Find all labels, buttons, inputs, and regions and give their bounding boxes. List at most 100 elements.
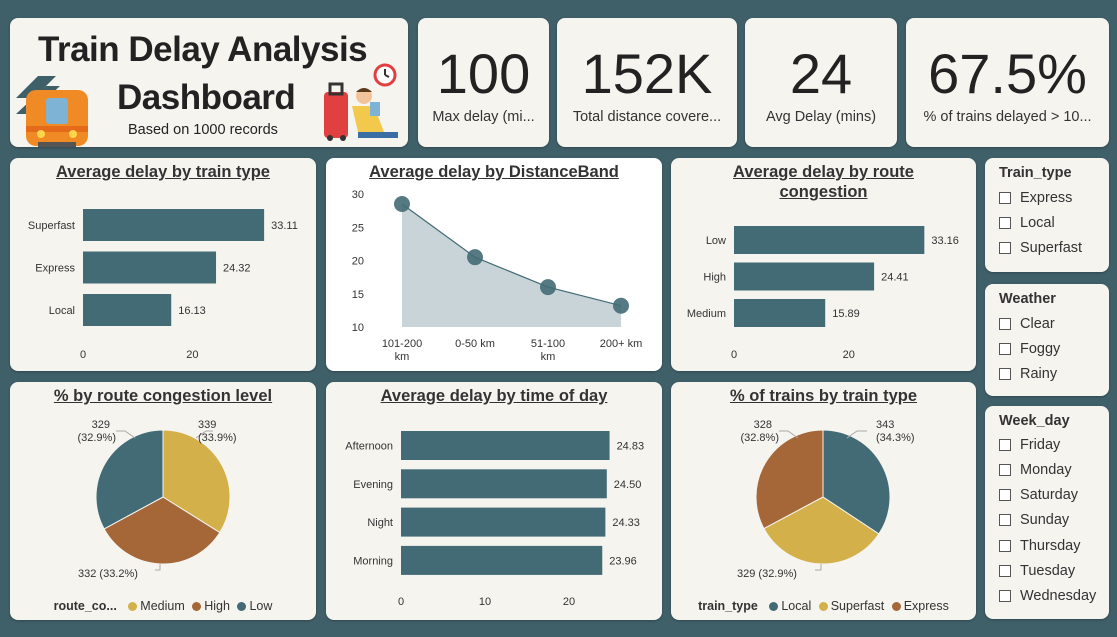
x-tick-label: 0 bbox=[398, 596, 404, 608]
slicer-option-label: Friday bbox=[1020, 437, 1061, 453]
bar-chart-time-of-day: Afternoon 24.83 Evening 24.50 Night 24.33 Morn… bbox=[345, 431, 644, 608]
legend-item[interactable]: Medium bbox=[140, 599, 185, 613]
slicer-option[interactable]: Saturday bbox=[999, 487, 1078, 503]
x-tick-label: 0-50 km bbox=[455, 338, 495, 350]
data-label: 15.89 bbox=[832, 308, 860, 320]
kpi-value: 100 bbox=[436, 42, 531, 105]
series-line bbox=[401, 203, 622, 307]
kpi-label: Max delay (mi... bbox=[432, 109, 535, 125]
bar bbox=[401, 507, 606, 537]
y-tick-label: 15 bbox=[352, 289, 364, 301]
checkbox[interactable] bbox=[999, 565, 1011, 577]
checkbox[interactable] bbox=[999, 514, 1011, 526]
slicer-option[interactable]: Clear bbox=[999, 316, 1055, 332]
checkbox[interactable] bbox=[999, 343, 1011, 355]
traveler-icon bbox=[322, 62, 404, 142]
data-point bbox=[613, 297, 629, 314]
chart-pct-by-train-type[interactable]: % of trains by train type 343 (34.3%) 329 … bbox=[671, 382, 976, 620]
slicer-option-label: Saturday bbox=[1020, 487, 1079, 503]
legend-dot-local bbox=[769, 602, 779, 611]
data-label: 24.41 bbox=[881, 272, 909, 284]
bar bbox=[734, 299, 826, 327]
category-label: High bbox=[703, 272, 726, 284]
checkbox[interactable] bbox=[999, 464, 1011, 476]
legend-item[interactable]: Superfast bbox=[830, 599, 885, 613]
checkbox[interactable] bbox=[999, 192, 1011, 204]
slicer-option-label: Sunday bbox=[1020, 512, 1070, 528]
checkbox[interactable] bbox=[999, 368, 1011, 380]
checkbox[interactable] bbox=[999, 590, 1011, 602]
slicer-option[interactable]: Monday bbox=[999, 462, 1072, 478]
bar bbox=[401, 545, 603, 575]
legend-dot-express bbox=[891, 602, 901, 611]
checkbox[interactable] bbox=[999, 217, 1011, 229]
x-tick-label: 0 bbox=[731, 349, 737, 361]
category-label: Express bbox=[35, 263, 75, 275]
chart-delay-by-congestion[interactable]: Average delay by route congestion Low 33.… bbox=[671, 158, 976, 371]
checkbox[interactable] bbox=[999, 489, 1011, 501]
area-fill bbox=[402, 203, 621, 327]
dashboard-title-line2: Dashboard bbox=[117, 78, 296, 117]
slicer-option[interactable]: Superfast bbox=[999, 240, 1082, 256]
slicer-title: Train_type bbox=[999, 165, 1072, 181]
bar bbox=[83, 294, 172, 326]
chart-delay-by-distance[interactable]: Average delay by DistanceBand 30 25 20 15 10… bbox=[326, 158, 662, 371]
pie-chart-congestion: 339(33.9%) 332 (33.2%) 329(32.9%) bbox=[77, 419, 236, 580]
chart-title: % of trains by train type bbox=[729, 387, 918, 405]
x-tick-label: 0 bbox=[80, 349, 86, 361]
slicer-option[interactable]: Friday bbox=[999, 437, 1060, 453]
x-tick-label: 20 bbox=[563, 596, 575, 608]
leader-line bbox=[846, 430, 867, 439]
legend-dot-medium bbox=[128, 602, 138, 611]
x-tick-label: 101-200 km bbox=[382, 338, 422, 363]
kpi-label: Avg Delay (mins) bbox=[765, 109, 877, 125]
data-label: 24.32 bbox=[223, 263, 251, 275]
slicer-option[interactable]: Local bbox=[999, 215, 1055, 231]
legend-item[interactable]: High bbox=[204, 599, 230, 613]
train-icon bbox=[16, 68, 100, 147]
data-label: 339 bbox=[198, 419, 216, 431]
legend-item[interactable]: Low bbox=[249, 599, 273, 613]
x-tick-label: 20 bbox=[843, 349, 855, 361]
category-label: Superfast bbox=[28, 220, 75, 232]
pie-slice bbox=[755, 429, 824, 530]
y-tick-label: 25 bbox=[352, 222, 364, 234]
slicer-option[interactable]: Foggy bbox=[999, 341, 1060, 357]
category-label: Afternoon bbox=[345, 441, 393, 453]
slicer-option[interactable]: Thursday bbox=[999, 538, 1080, 554]
checkbox[interactable] bbox=[999, 242, 1011, 254]
data-point bbox=[467, 249, 483, 266]
data-label: 23.96 bbox=[609, 555, 637, 567]
checkbox[interactable] bbox=[999, 439, 1011, 451]
slicer-option[interactable]: Rainy bbox=[999, 366, 1057, 382]
slicer-weather: Weather Clear Foggy Rainy bbox=[985, 284, 1109, 396]
checkbox[interactable] bbox=[999, 318, 1011, 330]
y-tick-label: 20 bbox=[352, 256, 364, 268]
legend-item[interactable]: Express bbox=[903, 599, 949, 613]
chart-delay-by-train-type[interactable]: Average delay by train type Superfast 33.… bbox=[10, 158, 316, 371]
area-chart-distance: 30 25 20 15 10 101-200 km 0-50 km 51-100 km 200+ k… bbox=[352, 189, 643, 363]
legend-dot-high bbox=[192, 602, 202, 611]
category-label: Medium bbox=[687, 308, 726, 320]
slicer-week-day: Week_day Friday Monday Saturday Sunday T… bbox=[985, 406, 1109, 619]
bar-chart-train-type: Superfast 33.11 Express 24.32 Local 16.13 0 20 bbox=[28, 209, 298, 361]
chart-delay-by-time-of-day[interactable]: Average delay by time of day Afternoon 24… bbox=[326, 382, 662, 620]
slicer-option[interactable]: Wednesday bbox=[999, 588, 1096, 604]
slicer-option[interactable]: Tuesday bbox=[999, 563, 1075, 579]
legend: train_type Local Superfast Express bbox=[671, 599, 976, 613]
leader-line bbox=[195, 430, 213, 439]
legend-item[interactable]: Local bbox=[781, 599, 812, 613]
data-label: 24.50 bbox=[614, 479, 642, 491]
slicer-option-label: Monday bbox=[1020, 462, 1072, 478]
legend-title: route_co... bbox=[53, 599, 117, 613]
data-point bbox=[394, 195, 410, 212]
slicer-option[interactable]: Express bbox=[999, 190, 1072, 206]
kpi-value: 152K bbox=[581, 42, 713, 105]
leader-line bbox=[815, 564, 822, 571]
chart-pct-by-congestion[interactable]: % by route congestion level 339 (33.9%) 33… bbox=[10, 382, 316, 620]
slicer-option[interactable]: Sunday bbox=[999, 512, 1069, 528]
checkbox[interactable] bbox=[999, 540, 1011, 552]
slicer-title: Week_day bbox=[999, 413, 1070, 429]
slicer-option-label: Superfast bbox=[1020, 240, 1083, 256]
data-point bbox=[540, 279, 556, 296]
